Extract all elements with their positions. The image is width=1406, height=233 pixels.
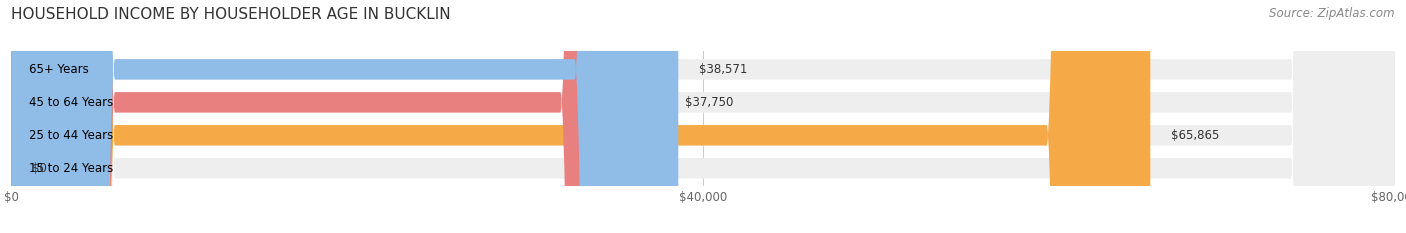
Text: HOUSEHOLD INCOME BY HOUSEHOLDER AGE IN BUCKLIN: HOUSEHOLD INCOME BY HOUSEHOLDER AGE IN B…: [11, 7, 451, 22]
FancyBboxPatch shape: [11, 0, 678, 233]
Text: $38,571: $38,571: [699, 63, 748, 76]
Text: 65+ Years: 65+ Years: [28, 63, 89, 76]
Text: Source: ZipAtlas.com: Source: ZipAtlas.com: [1270, 7, 1395, 20]
FancyBboxPatch shape: [11, 0, 1395, 233]
FancyBboxPatch shape: [11, 0, 1395, 233]
Text: 25 to 44 Years: 25 to 44 Years: [28, 129, 112, 142]
FancyBboxPatch shape: [11, 0, 1395, 233]
Text: $0: $0: [32, 162, 46, 175]
Text: 45 to 64 Years: 45 to 64 Years: [28, 96, 112, 109]
Text: $65,865: $65,865: [1171, 129, 1219, 142]
FancyBboxPatch shape: [11, 0, 1150, 233]
Text: 15 to 24 Years: 15 to 24 Years: [28, 162, 112, 175]
FancyBboxPatch shape: [11, 0, 1395, 233]
Text: $37,750: $37,750: [685, 96, 733, 109]
FancyBboxPatch shape: [11, 0, 664, 233]
